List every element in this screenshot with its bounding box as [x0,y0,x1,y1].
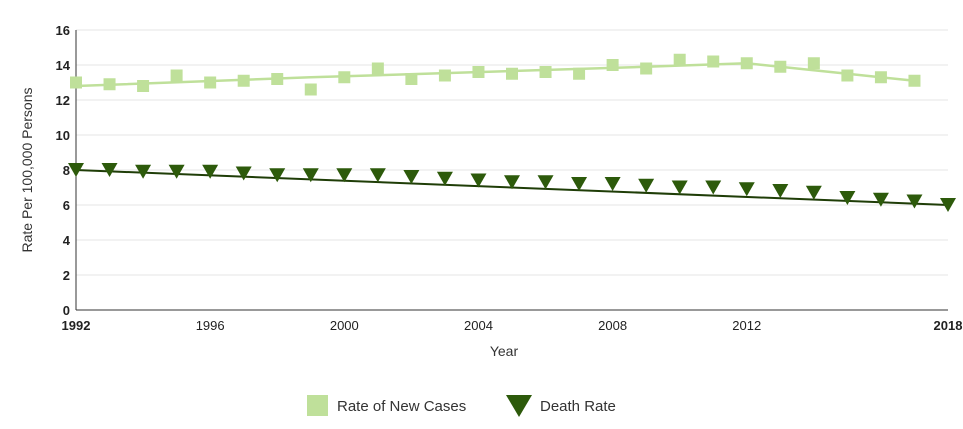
legend-label-new-cases: Rate of New Cases [337,398,466,415]
data-point-triangle [638,178,655,193]
data-point-triangle [369,168,386,183]
data-point-triangle [839,191,856,205]
data-point-square [472,66,485,78]
data-point-triangle [202,164,219,179]
data-point-square [841,69,854,82]
data-point-square [807,57,820,70]
data-point-square [137,80,150,92]
data-point-square [204,76,217,89]
data-point-square [170,69,183,82]
data-point-square [371,62,384,75]
data-point-square [237,74,250,87]
data-point-square [673,53,686,66]
data-point-square [573,67,586,80]
data-point-triangle [537,175,554,190]
y-tick-label: 0 [63,303,70,318]
data-point-triangle [302,168,319,183]
series-new-cases [70,53,921,96]
data-point-triangle [738,182,755,197]
data-point-square [774,60,787,73]
data-point-triangle [571,177,588,191]
y-tick-label: 10 [56,128,70,143]
data-point-triangle [940,198,956,212]
data-point-triangle [68,163,84,177]
data-point-square [640,62,653,75]
series [68,53,956,212]
legend-triangle-down-icon [506,395,532,417]
data-point-square [908,74,921,87]
legend-square-icon [307,395,328,416]
data-point-square [740,57,753,70]
y-tick-label: 2 [63,268,70,283]
data-point-triangle [403,170,420,184]
grid-lines [76,29,948,276]
x-tick-label: 2018 [934,318,963,333]
data-point-triangle [671,180,688,195]
y-axis-title: Rate Per 100,000 Persons [19,88,35,253]
data-point-square [405,73,418,85]
data-point-triangle [805,185,822,200]
data-point-square [539,66,552,78]
x-tick-label: 2000 [330,318,359,333]
x-axis-title: Year [490,343,519,359]
y-tick-label: 4 [63,233,71,248]
data-point-triangle [470,173,487,188]
y-tick-label: 16 [56,23,70,38]
data-point-square [874,71,887,84]
y-tick-label: 14 [56,58,71,73]
legend-item-new-cases[interactable]: Rate of New Cases [307,395,466,416]
data-point-triangle [705,180,722,195]
data-point-triangle [135,164,152,179]
trend-line [75,62,915,88]
data-point-square [438,69,451,82]
x-tick-label: 2012 [732,318,761,333]
data-point-triangle [604,177,621,191]
data-point-triangle [269,168,286,183]
legend: Rate of New Cases Death Rate [307,395,616,417]
x-tick-labels: 1992 1996 2000 2004 2008 2012 2018 [62,318,963,333]
data-point-triangle [772,184,789,198]
data-point-square [103,78,116,91]
y-tick-label: 12 [56,93,70,108]
legend-label-death-rate: Death Rate [540,398,616,415]
data-point-triangle [436,171,453,186]
y-tick-label: 8 [63,163,70,178]
data-point-square [271,73,284,85]
data-point-triangle [101,163,118,177]
data-point-triangle [168,164,185,179]
data-point-triangle [906,194,923,209]
data-point-square [304,83,317,96]
data-point-square [338,71,351,84]
legend-item-death-rate[interactable]: Death Rate [506,395,616,417]
data-point-triangle [504,175,520,190]
data-point-triangle [235,166,252,181]
x-tick-label: 1996 [196,318,225,333]
x-tick-label: 2004 [464,318,493,333]
y-tick-label: 6 [63,198,70,213]
data-point-square [707,55,720,68]
data-point-square [606,59,619,71]
data-point-square [506,67,518,80]
y-tick-labels: 0 2 4 6 8 10 12 14 16 [56,23,71,318]
data-point-triangle [872,192,889,207]
x-tick-label: 2008 [598,318,627,333]
series-death-rate [68,163,956,212]
data-point-square [70,76,82,89]
x-tick-label: 1992 [62,318,91,333]
data-point-triangle [336,168,353,183]
